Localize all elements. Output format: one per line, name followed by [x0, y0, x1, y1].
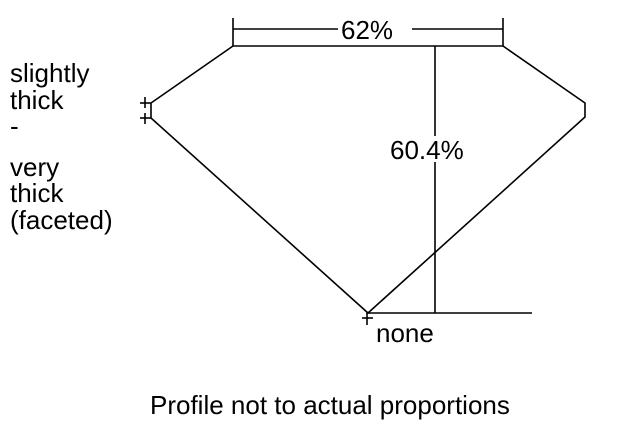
girdle-marker [140, 97, 151, 124]
gem-outline [150, 45, 586, 315]
girdle-label-line: thick [10, 84, 64, 115]
depth-percentage-label: 60.4% [390, 135, 464, 165]
girdle-label-line: slightly [10, 58, 90, 88]
girdle-label-line: - [10, 111, 19, 141]
girdle-label: slightly thick - very thick (faceted) [10, 60, 113, 233]
culet-marker [362, 312, 373, 325]
girdle-label-line: (faceted) [10, 204, 113, 235]
culet-label: none [376, 318, 434, 348]
table-percentage-label: 62% [341, 15, 394, 45]
girdle-label-line: thick [10, 178, 64, 208]
caption: Profile not to actual proportions [150, 390, 510, 420]
girdle-label-line: very [10, 151, 60, 182]
